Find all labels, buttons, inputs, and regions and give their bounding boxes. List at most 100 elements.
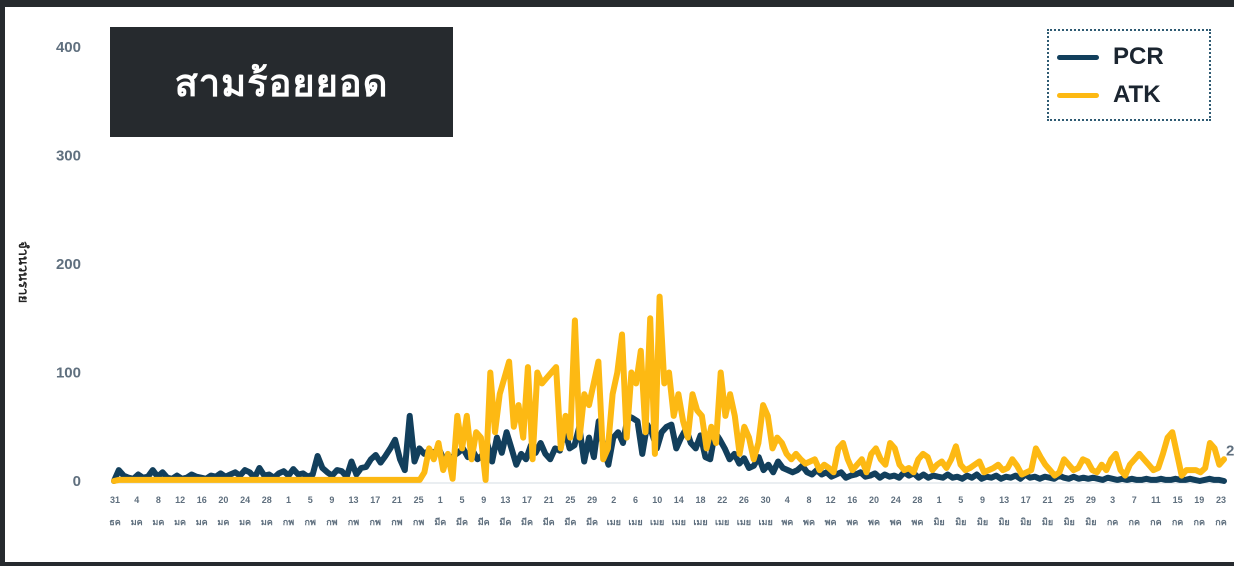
x-tick-month: มีค: [564, 517, 576, 528]
x-tick-day: 16: [847, 495, 857, 505]
x-tick-month: มค: [217, 518, 229, 528]
series-lines: [111, 293, 1227, 484]
y-tick-label: 0: [73, 473, 81, 490]
y-tick-label: 300: [56, 148, 81, 165]
x-tick-day: 21: [392, 495, 402, 505]
series-line-pcr: [111, 412, 1227, 484]
x-tick-month: กพ: [391, 518, 402, 528]
y-tick-label: 400: [56, 39, 81, 56]
x-tick-day: 4: [134, 495, 139, 505]
x-tick-month: มีค: [543, 517, 555, 528]
x-tick-day: 17: [370, 495, 380, 505]
x-tick-day: 23: [1216, 495, 1226, 505]
x-tick-day: 20: [218, 495, 228, 505]
x-tick-day: 29: [1086, 495, 1096, 505]
x-tick-day: 2: [611, 495, 616, 505]
x-tick-day: 7: [1132, 495, 1137, 505]
x-tick-month: เมย: [672, 518, 686, 528]
x-tick-day: 10: [652, 495, 662, 505]
x-tick-month: กพ: [305, 518, 316, 528]
x-tick-month: มค: [152, 518, 164, 528]
x-tick-month: มีค: [434, 517, 446, 528]
x-tick-month: เมย: [628, 518, 642, 528]
x-tick-month: พค: [803, 518, 815, 528]
x-tick-month: พค: [890, 518, 902, 528]
x-tick-day: 9: [329, 495, 334, 505]
series-line-atk: [111, 293, 1227, 484]
x-tick-day: 24: [240, 495, 250, 505]
end-value-label: 21: [1226, 442, 1234, 459]
legend-item-atk: ATK: [1057, 81, 1161, 109]
x-tick-month: เมย: [737, 518, 751, 528]
x-tick-month: มค: [196, 518, 208, 528]
legend-label-atk: ATK: [1113, 81, 1161, 108]
x-tick-month: เมย: [607, 518, 621, 528]
x-tick-day: 24: [891, 495, 901, 505]
x-tick-month: มิย: [955, 517, 966, 528]
x-tick-month: กค: [1194, 518, 1205, 528]
x-tick-month: มีค: [456, 517, 468, 528]
x-tick-month: มค: [261, 518, 273, 528]
x-tick-month: กค: [1129, 518, 1140, 528]
x-tick-day: 15: [1173, 495, 1183, 505]
x-tick-month: กค: [1215, 518, 1226, 528]
x-tick-month: มค: [131, 518, 143, 528]
x-tick-day: 19: [1194, 495, 1204, 505]
x-tick-day: 5: [308, 495, 313, 505]
x-tick-day: 22: [717, 495, 727, 505]
x-tick-day: 26: [739, 495, 749, 505]
legend-item-pcr: PCR: [1057, 43, 1164, 71]
x-tick-day: 17: [1021, 495, 1031, 505]
x-tick-day: 12: [826, 495, 836, 505]
x-tick-month: กพ: [326, 518, 337, 528]
x-tick-month: มิย: [1064, 517, 1075, 528]
x-tick-month: กพ: [348, 518, 359, 528]
legend-swatch-atk: [1057, 92, 1099, 98]
x-tick-month: มีค: [521, 517, 533, 528]
x-tick-day: 28: [262, 495, 272, 505]
x-tick-day: 11: [1151, 495, 1161, 505]
x-tick-month: พค: [911, 518, 923, 528]
legend-swatch-pcr: [1057, 54, 1099, 60]
x-tick-day: 29: [587, 495, 597, 505]
y-tick-label: 100: [56, 365, 81, 382]
x-axis-ticks: 31ธค4มค8มค12มค16มค20มค24มค28มค1กพ5กพ9กพ1…: [109, 495, 1227, 528]
x-tick-month: พค: [868, 518, 880, 528]
x-tick-month: กพ: [413, 518, 424, 528]
x-tick-day: 6: [633, 495, 638, 505]
x-tick-month: พค: [781, 518, 793, 528]
x-tick-day: 20: [869, 495, 879, 505]
x-tick-month: มิย: [1085, 517, 1096, 528]
x-tick-day: 25: [565, 495, 575, 505]
y-axis-label: จำนวนราย: [15, 241, 31, 303]
x-tick-day: 9: [481, 495, 486, 505]
x-tick-month: มิย: [1042, 517, 1053, 528]
x-tick-month: มค: [174, 518, 186, 528]
x-tick-day: 4: [785, 495, 790, 505]
x-tick-month: มิย: [998, 517, 1009, 528]
x-tick-month: เมย: [758, 518, 772, 528]
title-box: สามร้อยยอด: [110, 27, 453, 137]
x-tick-month: พค: [825, 518, 837, 528]
x-tick-month: มิย: [933, 517, 944, 528]
x-tick-day: 18: [695, 495, 705, 505]
x-tick-day: 21: [1042, 495, 1052, 505]
x-tick-month: มค: [239, 518, 251, 528]
x-tick-month: เมย: [715, 518, 729, 528]
x-tick-month: มีค: [478, 517, 490, 528]
x-tick-day: 16: [197, 495, 207, 505]
x-tick-month: ธค: [109, 518, 121, 528]
legend: PCR ATK: [1047, 29, 1211, 121]
x-tick-day: 21: [544, 495, 554, 505]
x-tick-day: 1: [286, 495, 291, 505]
x-tick-day: 14: [674, 495, 684, 505]
x-tick-day: 1: [937, 495, 942, 505]
x-tick-month: มิย: [977, 517, 988, 528]
y-axis-ticks: 0 100 200 300 400: [56, 39, 81, 490]
x-tick-day: 28: [912, 495, 922, 505]
x-tick-month: กพ: [283, 518, 294, 528]
x-tick-month: กค: [1150, 518, 1161, 528]
x-tick-month: มีค: [499, 517, 511, 528]
